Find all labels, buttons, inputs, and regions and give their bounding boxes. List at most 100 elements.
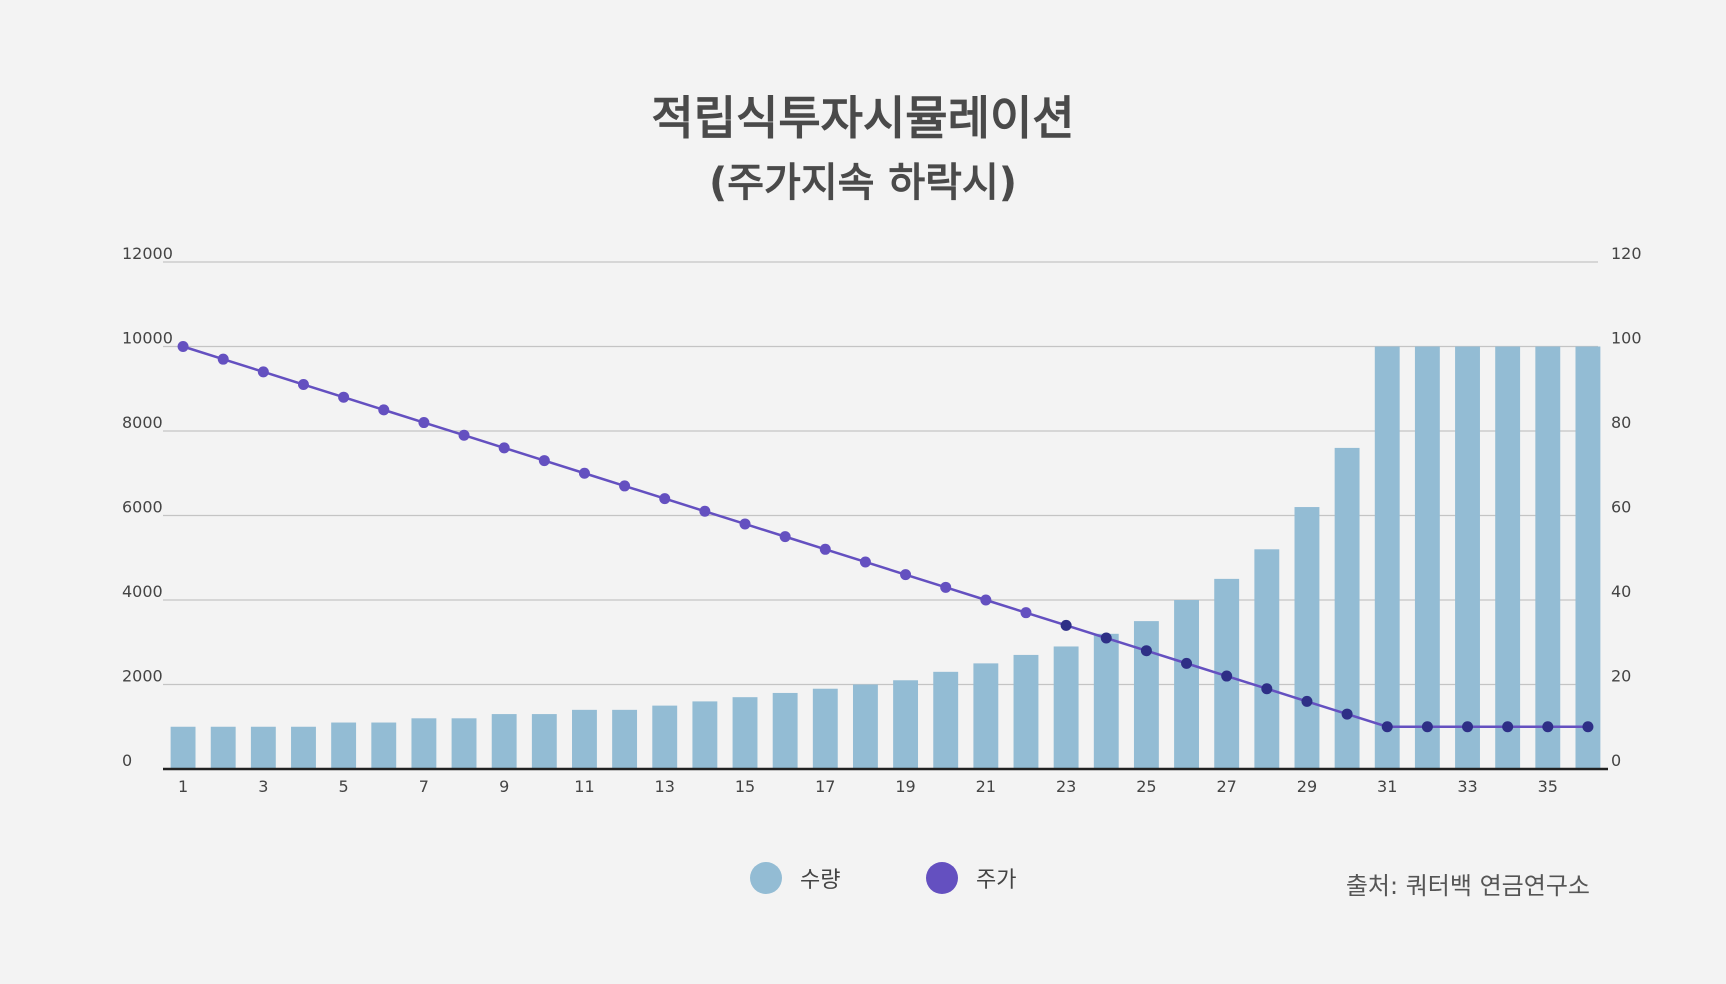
price-point [458,429,470,441]
y-left-tick-label: 6000 [122,498,163,517]
legend-item-price: 주가 [926,860,1016,896]
bar [852,684,878,769]
price-point [297,379,309,391]
bar [973,663,999,769]
x-tick-label: 27 [1217,777,1237,796]
price-point [819,543,831,555]
bar [1174,600,1199,769]
axes: 0 2000 4000 6000 8000 10000 12000 0 20 40 60 80 100 1… [122,244,1642,796]
y-right-tick-label: 0 [1611,751,1621,770]
x-tick-label: 19 [895,777,915,796]
bar [732,697,758,769]
price-point [699,505,711,517]
bar [1495,346,1521,769]
bar [1093,633,1119,769]
x-tick-label: 23 [1056,777,1076,796]
price-point [177,341,189,352]
bar [612,709,638,769]
price-line-path [182,345,1588,728]
x-tick-label: 9 [499,777,509,796]
x-tick-label: 25 [1136,777,1156,796]
bar [411,718,437,769]
y-left-tick-label: 0 [122,751,132,770]
x-tick-label: 7 [419,777,429,796]
price-point [1582,721,1594,733]
price-point [1421,721,1433,733]
bar [772,692,798,769]
x-tick-label: 5 [339,777,349,796]
bar [331,722,357,769]
bar [1374,346,1400,769]
price-point [418,417,430,429]
bar [1575,346,1601,769]
price-point [1060,619,1072,631]
price-point [1221,670,1233,682]
price-point [1140,645,1152,657]
source-note: 출처: 쿼터백 연금연구소 [1345,872,1590,900]
bar [1133,621,1159,769]
price-point [1261,683,1273,695]
legend-item-quantity: 수량 [750,860,840,896]
y-left-tick-label: 4000 [122,582,163,601]
x-tick-label: 15 [735,777,755,796]
price-point [1100,632,1112,644]
legend-swatch-price [926,862,958,894]
price-point [1542,721,1554,733]
x-tick-label: 17 [815,777,835,796]
x-tick-label: 13 [655,777,675,796]
legend-swatch-quantity [750,862,782,894]
legend-label-quantity: 수량 [800,868,841,893]
price-point [338,391,350,403]
price-point [1181,657,1193,669]
x-tick-label: 3 [258,777,268,796]
chart-title: 적립식투자시뮬레이션 [651,91,1075,145]
x-tick-label: 33 [1457,777,1477,796]
bar [1013,654,1039,769]
x-tick-label: 11 [574,777,594,796]
y-left-tick-label: 12000 [122,244,173,263]
bar [652,705,678,769]
bar [812,688,838,769]
price-point [1381,721,1393,733]
price-point [578,467,590,479]
bar [1414,346,1440,769]
bar [933,671,959,769]
price-point [1301,695,1313,707]
y-right-tick-label: 120 [1611,244,1642,263]
price-point [1341,708,1353,720]
bar [491,714,517,769]
y-right-tick-label: 20 [1611,667,1631,686]
price-line [177,341,1594,733]
bar [572,709,597,769]
y-right-tick-label: 80 [1611,413,1631,432]
x-tick-label: 1 [178,777,188,796]
price-point [538,455,550,467]
bar [531,714,557,769]
price-point [779,531,791,543]
bar [291,726,316,769]
bar [371,722,397,769]
y-right-tick-label: 100 [1611,329,1642,348]
y-right-tick-label: 40 [1611,582,1631,601]
x-tick-label: 31 [1377,777,1397,796]
x-tick-label: 21 [976,777,996,796]
price-point [619,480,631,492]
bar [1334,447,1360,769]
bar [1254,549,1280,769]
price-point [1020,607,1032,619]
bar [1053,646,1079,769]
price-point [257,366,269,378]
chart-subtitle: (주가지속 하락시) [708,160,1018,206]
price-point [659,493,671,505]
price-point [1462,721,1474,733]
price-point [980,594,992,606]
bar [250,726,276,769]
quantity-bars [170,346,1601,769]
price-point [940,581,952,593]
bar [692,701,718,769]
price-point [859,556,871,568]
x-tick-label: 29 [1297,777,1317,796]
price-point [739,518,751,530]
bar [170,726,196,769]
